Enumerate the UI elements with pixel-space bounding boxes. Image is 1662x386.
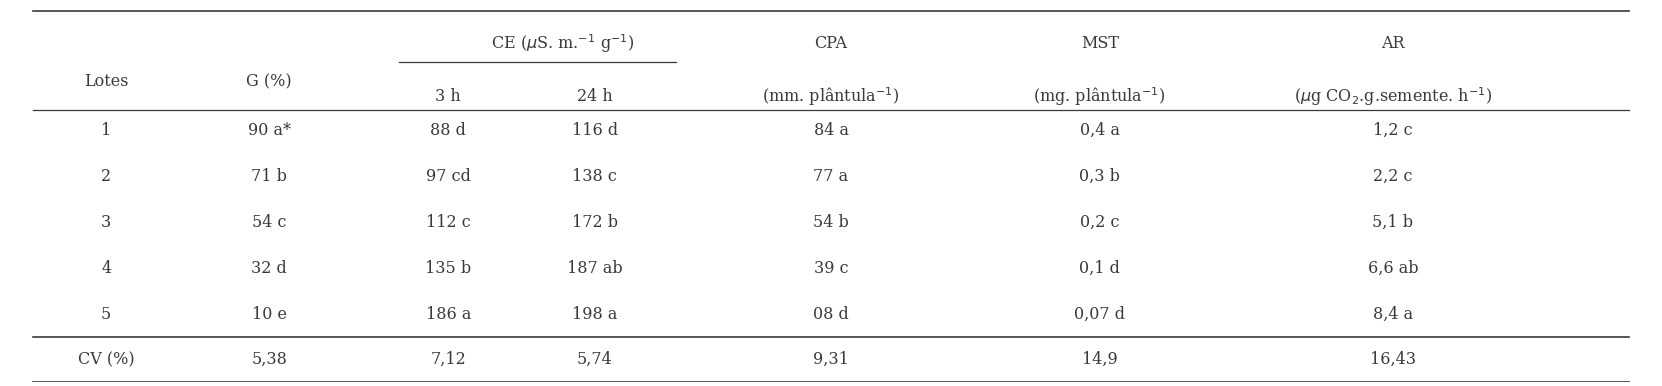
Text: 6,6 ab: 6,6 ab bbox=[1368, 260, 1418, 277]
Text: 54 c: 54 c bbox=[253, 214, 286, 231]
Text: MST: MST bbox=[1080, 35, 1119, 52]
Text: Lotes: Lotes bbox=[85, 73, 128, 90]
Text: 112 c: 112 c bbox=[425, 214, 470, 231]
Text: 84 a: 84 a bbox=[813, 122, 849, 139]
Text: 24 h: 24 h bbox=[577, 88, 613, 105]
Text: 0,2 c: 0,2 c bbox=[1080, 214, 1120, 231]
Text: 116 d: 116 d bbox=[572, 122, 618, 139]
Text: (mm. plântula$^{-1}$): (mm. plântula$^{-1}$) bbox=[763, 85, 899, 108]
Text: 39 c: 39 c bbox=[814, 260, 848, 277]
Text: 0,3 b: 0,3 b bbox=[1079, 168, 1120, 185]
Text: 08 d: 08 d bbox=[813, 306, 849, 323]
Text: CPA: CPA bbox=[814, 35, 848, 52]
Text: 90 a*: 90 a* bbox=[248, 122, 291, 139]
Text: 198 a: 198 a bbox=[572, 306, 618, 323]
Text: 9,31: 9,31 bbox=[813, 351, 849, 368]
Text: 2,2 c: 2,2 c bbox=[1373, 168, 1413, 185]
Text: 16,43: 16,43 bbox=[1369, 351, 1416, 368]
Text: 54 b: 54 b bbox=[813, 214, 849, 231]
Text: G (%): G (%) bbox=[246, 73, 293, 90]
Text: 172 b: 172 b bbox=[572, 214, 618, 231]
Text: 0,4 a: 0,4 a bbox=[1080, 122, 1120, 139]
Text: 77 a: 77 a bbox=[813, 168, 849, 185]
Text: 8,4 a: 8,4 a bbox=[1373, 306, 1413, 323]
Text: 1: 1 bbox=[101, 122, 111, 139]
Text: 138 c: 138 c bbox=[572, 168, 617, 185]
Text: 5,38: 5,38 bbox=[251, 351, 288, 368]
Text: 1,2 c: 1,2 c bbox=[1373, 122, 1413, 139]
Text: 5: 5 bbox=[101, 306, 111, 323]
Text: 3 h: 3 h bbox=[435, 88, 460, 105]
Text: 135 b: 135 b bbox=[425, 260, 472, 277]
Text: 97 cd: 97 cd bbox=[425, 168, 470, 185]
Text: ($\mu$g CO$_2$.g.semente. h$^{-1}$): ($\mu$g CO$_2$.g.semente. h$^{-1}$) bbox=[1293, 85, 1492, 108]
Text: 3: 3 bbox=[101, 214, 111, 231]
Text: 14,9: 14,9 bbox=[1082, 351, 1117, 368]
Text: 187 ab: 187 ab bbox=[567, 260, 623, 277]
Text: 2: 2 bbox=[101, 168, 111, 185]
Text: 10 e: 10 e bbox=[251, 306, 286, 323]
Text: 5,1 b: 5,1 b bbox=[1373, 214, 1413, 231]
Text: 0,1 d: 0,1 d bbox=[1079, 260, 1120, 277]
Text: 186 a: 186 a bbox=[425, 306, 470, 323]
Text: AR: AR bbox=[1381, 35, 1404, 52]
Text: (mg. plântula$^{-1}$): (mg. plântula$^{-1}$) bbox=[1034, 85, 1167, 108]
Text: 0,07 d: 0,07 d bbox=[1074, 306, 1125, 323]
Text: 32 d: 32 d bbox=[251, 260, 288, 277]
Text: CV (%): CV (%) bbox=[78, 351, 135, 368]
Text: 88 d: 88 d bbox=[430, 122, 465, 139]
Text: 5,74: 5,74 bbox=[577, 351, 613, 368]
Text: 7,12: 7,12 bbox=[430, 351, 465, 368]
Text: CE ($\mu$S. m.$^{-1}$ g$^{-1}$): CE ($\mu$S. m.$^{-1}$ g$^{-1}$) bbox=[490, 32, 633, 55]
Text: 71 b: 71 b bbox=[251, 168, 288, 185]
Text: 4: 4 bbox=[101, 260, 111, 277]
